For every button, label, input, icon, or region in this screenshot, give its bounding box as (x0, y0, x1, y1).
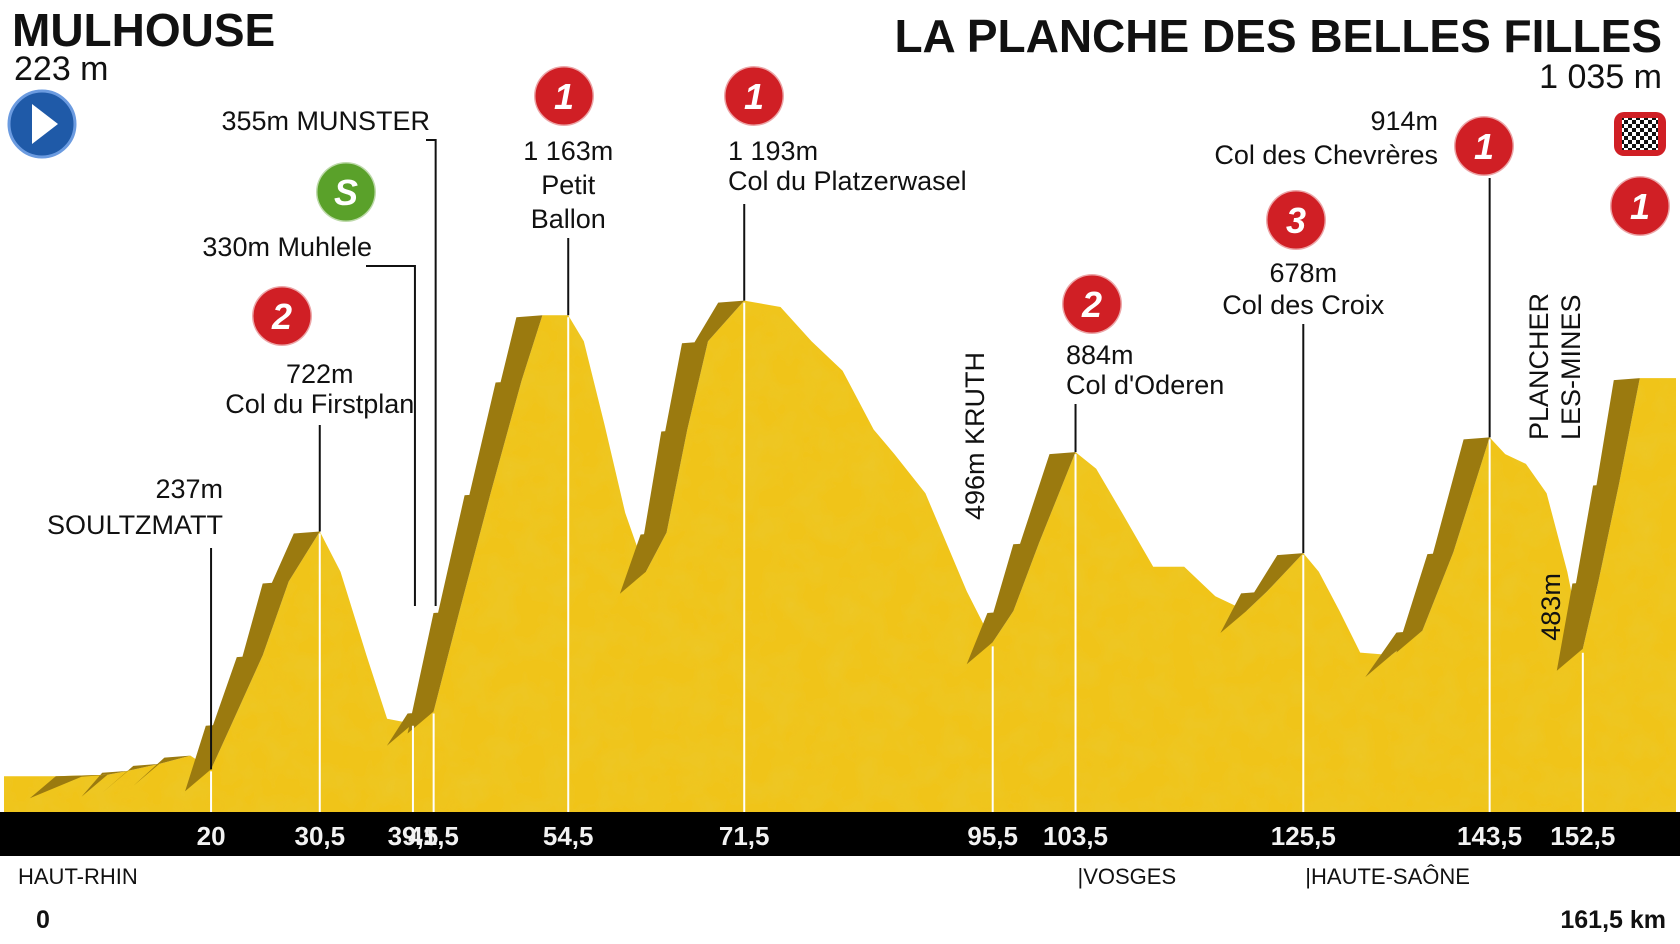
km-tick-label: 143,5 (1457, 821, 1522, 851)
point-altitude: 1 193m (728, 136, 818, 166)
category-badge-icon: 1 (722, 64, 786, 128)
start-altitude: 223 m (14, 50, 109, 88)
point-name-vertical: PLANCHER (1524, 293, 1554, 440)
department-label: HAUT-RHIN (18, 864, 138, 889)
category-badge-icon: 1 (532, 64, 596, 128)
point-name: Col du Firstplan (225, 389, 414, 419)
point-altitude: 1 163m (523, 136, 613, 166)
badge-circle (724, 66, 784, 126)
km-axis-bar (0, 812, 1680, 856)
sprint-circle (316, 162, 376, 222)
badge-ring (250, 284, 314, 348)
badge-ring (1608, 174, 1672, 238)
profile-layer (4, 300, 1676, 812)
badge-circle (1454, 116, 1514, 176)
point-altitude: 884m (1066, 340, 1134, 370)
point-name: Ballon (531, 204, 606, 234)
km-tick-label: 30,5 (294, 821, 345, 851)
badge-circle (1610, 176, 1670, 236)
leader-line-elbow (366, 265, 416, 606)
category-badge-icon: 3 (1264, 188, 1328, 252)
point-altitude: 914m (1370, 106, 1438, 136)
category-badge-icon: 2 (250, 284, 314, 348)
point-name: Petit (541, 170, 596, 200)
badge-number: 2 (271, 296, 292, 337)
start-km-label: 0 (36, 906, 50, 934)
badge-ring (1060, 272, 1124, 336)
category-badge-icon: 1 (1608, 174, 1672, 238)
km-tick-label: 71,5 (719, 821, 770, 851)
badge-number: 3 (1286, 200, 1306, 241)
leader-line-elbow (426, 139, 437, 606)
elevation-profile-ridge-band (29, 300, 1640, 799)
badge-number: 2 (1081, 284, 1102, 325)
point-altitude: 678m (1270, 258, 1338, 288)
badge-circle (252, 286, 312, 346)
start-town-name: MULHOUSE (12, 4, 275, 56)
badge-number: 1 (744, 76, 764, 117)
badge-number: 1 (1474, 126, 1494, 167)
leader-lines (210, 302, 1584, 812)
km-tick-label: 125,5 (1271, 821, 1336, 851)
point-altitude: 237m (156, 474, 224, 504)
start-play-icon (7, 89, 77, 159)
badge-ring (1452, 114, 1516, 178)
km-tick-label: 39,5 (388, 821, 439, 851)
badge-number: 1 (554, 76, 574, 117)
finish-town-name: LA PLANCHE DES BELLES FILLES (894, 10, 1662, 62)
flag-checks (1622, 118, 1658, 150)
point-name: Col d'Oderen (1066, 370, 1224, 400)
badge-ring (1264, 188, 1328, 252)
badge-ring (532, 64, 596, 128)
department-labels: HAUT-RHIN |VOSGES |HAUTE-SAÔNE (18, 864, 1470, 889)
km-tick-label: 20 (197, 821, 226, 851)
department-label: |HAUTE-SAÔNE (1305, 864, 1470, 889)
km-tick-label: 103,5 (1043, 821, 1108, 851)
point-label-vertical: 496m KRUTH (960, 352, 990, 520)
point-name: Col des Croix (1222, 290, 1385, 320)
point-name: SOULTZMATT (47, 510, 223, 540)
km-tick-label: 152,5 (1550, 821, 1615, 851)
badge-circle (1266, 190, 1326, 250)
badge-ring (722, 64, 786, 128)
km-tick-labels: 20 30,5 39,541,5 54,5 71,5 95,5 103,5 125,5 143,… (197, 821, 1616, 851)
km-tick-label: 95,5 (967, 821, 1018, 851)
point-name-vertical: LES-MINES (1556, 294, 1586, 440)
point-name: Col des Chevrères (1214, 140, 1438, 170)
point-altitude-vertical: 483m (1536, 573, 1566, 641)
elevation-profile-texture (4, 300, 1676, 812)
point-altitude: 722m (286, 359, 354, 389)
point-label: 355m MUNSTER (221, 106, 430, 136)
km-tick-label: 41,5 (408, 821, 459, 851)
sprint-s-icon: S (314, 160, 378, 224)
sprint-ring (314, 160, 378, 224)
km-tick-label: 54,5 (543, 821, 594, 851)
point-name: Col du Platzerwasel (728, 166, 967, 196)
sprint-letter: S (334, 172, 358, 213)
category-badge-icon: 1 (1452, 114, 1516, 178)
badge-circle (534, 66, 594, 126)
point-label: 330m Muhlele (202, 232, 372, 262)
badge-number: 1 (1630, 186, 1650, 227)
department-label: |VOSGES (1078, 864, 1177, 889)
checkered-flag-icon (1614, 112, 1666, 156)
end-km-label: 161,5 km (1560, 906, 1666, 934)
finish-altitude: 1 035 m (1539, 58, 1662, 96)
badge-circle (1062, 274, 1122, 334)
category-badge-icon: 2 (1060, 272, 1124, 336)
